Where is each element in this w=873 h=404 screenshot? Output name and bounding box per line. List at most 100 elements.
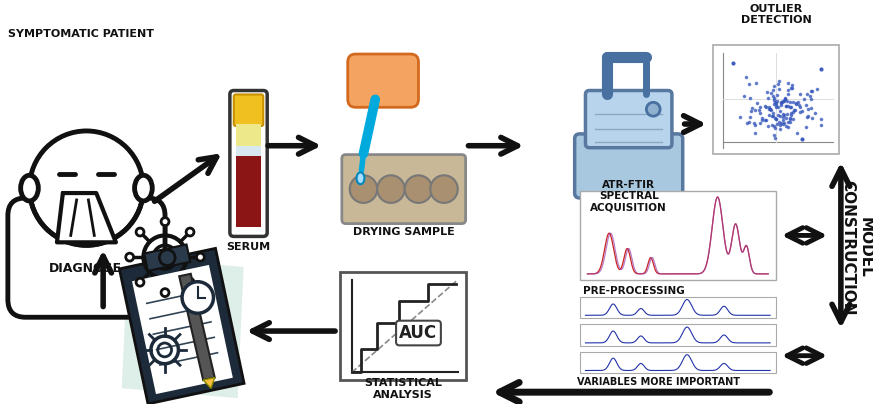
Point xyxy=(766,110,780,116)
Point xyxy=(760,89,774,95)
Point xyxy=(768,115,782,122)
Circle shape xyxy=(646,102,660,116)
Point xyxy=(814,116,828,122)
Point xyxy=(777,98,791,104)
Point xyxy=(803,93,817,100)
Point xyxy=(769,104,783,110)
Point xyxy=(782,99,796,105)
Circle shape xyxy=(186,278,194,286)
Point xyxy=(780,110,794,117)
Ellipse shape xyxy=(134,175,152,201)
Point xyxy=(779,123,793,129)
Polygon shape xyxy=(122,257,244,398)
Polygon shape xyxy=(144,244,190,271)
Point xyxy=(740,120,754,126)
Point xyxy=(755,114,769,121)
Point xyxy=(774,99,788,106)
Point xyxy=(769,116,783,122)
Point xyxy=(780,124,794,130)
FancyBboxPatch shape xyxy=(713,45,839,154)
Text: VARIABLES MORE IMPORTANT: VARIABLES MORE IMPORTANT xyxy=(577,377,739,387)
FancyBboxPatch shape xyxy=(586,90,672,148)
Point xyxy=(744,107,758,114)
Text: ATR-FTIR
SPECTRAL
ACQUISITION: ATR-FTIR SPECTRAL ACQUISITION xyxy=(590,180,667,213)
Point xyxy=(773,113,787,119)
Point xyxy=(783,115,797,121)
FancyBboxPatch shape xyxy=(347,54,418,107)
Point xyxy=(794,136,808,142)
Point xyxy=(786,109,800,115)
Point xyxy=(773,107,787,114)
Point xyxy=(780,87,794,94)
FancyBboxPatch shape xyxy=(574,134,683,198)
Point xyxy=(784,104,798,111)
Point xyxy=(801,90,815,97)
Point xyxy=(773,86,787,93)
Point xyxy=(793,109,807,115)
Point xyxy=(767,123,781,130)
Point xyxy=(790,130,804,137)
Point xyxy=(770,121,784,128)
Point xyxy=(775,98,789,105)
Point xyxy=(776,114,790,121)
Point xyxy=(785,85,799,91)
Point xyxy=(762,106,776,112)
Point xyxy=(815,65,828,72)
Point xyxy=(761,95,775,101)
Point xyxy=(760,123,774,129)
FancyBboxPatch shape xyxy=(340,272,465,380)
Point xyxy=(773,119,787,125)
Text: SERUM: SERUM xyxy=(226,242,271,252)
Polygon shape xyxy=(203,378,215,388)
Point xyxy=(808,110,821,116)
Point xyxy=(748,106,762,113)
Point xyxy=(804,105,818,111)
Circle shape xyxy=(377,175,405,203)
Point xyxy=(771,112,785,118)
Point xyxy=(766,87,780,93)
Point xyxy=(799,124,813,130)
Point xyxy=(738,93,752,99)
Point xyxy=(787,107,801,114)
Circle shape xyxy=(126,253,134,261)
Point xyxy=(787,107,801,113)
Point xyxy=(748,80,762,86)
FancyBboxPatch shape xyxy=(236,124,261,146)
Ellipse shape xyxy=(21,175,38,201)
Point xyxy=(783,103,797,110)
Text: PRE-PROCESSING: PRE-PROCESSING xyxy=(583,286,684,296)
Point xyxy=(741,119,755,125)
Point xyxy=(753,110,766,117)
Polygon shape xyxy=(179,274,215,380)
Circle shape xyxy=(136,278,144,286)
Point xyxy=(805,88,819,94)
Point xyxy=(810,85,824,92)
Point xyxy=(777,120,791,126)
Point xyxy=(789,101,803,108)
FancyBboxPatch shape xyxy=(580,297,776,318)
Point xyxy=(781,103,795,109)
Point xyxy=(768,99,782,105)
Point xyxy=(748,130,762,136)
Point xyxy=(781,90,795,97)
Point xyxy=(779,115,793,121)
Point xyxy=(780,80,794,86)
Point xyxy=(778,96,792,102)
Point xyxy=(767,101,781,107)
Point xyxy=(763,106,777,112)
Circle shape xyxy=(30,131,143,245)
Point xyxy=(792,102,806,109)
Point xyxy=(758,103,772,109)
Point xyxy=(767,132,781,138)
Text: SYMPTOMATIC PATIENT: SYMPTOMATIC PATIENT xyxy=(8,29,154,39)
Point xyxy=(739,74,753,81)
FancyBboxPatch shape xyxy=(342,155,465,223)
Point xyxy=(753,107,766,113)
Circle shape xyxy=(186,228,194,236)
Point xyxy=(784,84,798,91)
Circle shape xyxy=(405,175,432,203)
Point xyxy=(768,100,782,106)
Circle shape xyxy=(182,282,214,313)
FancyBboxPatch shape xyxy=(580,352,776,373)
Point xyxy=(765,113,779,119)
